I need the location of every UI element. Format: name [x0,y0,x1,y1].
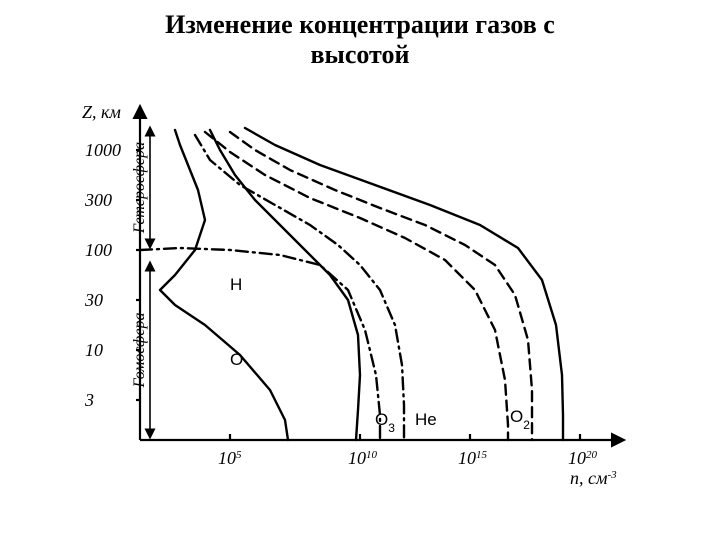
title-line-1: Изменение концентрации газов с [165,10,555,39]
curve-label: O3 [375,410,395,435]
y-tick-label: 100 [85,240,112,260]
y-tick-label: 3 [84,390,94,410]
curve-label: He [415,410,437,429]
y-tick-label: 300 [84,190,112,210]
x-tick-label: 105 [218,448,242,468]
concentration-chart: Z, км 1000 300 100 30 10 3 105 1010 1015 1020n, см… [80,90,640,510]
curve-label: O [230,350,243,369]
curve-total [245,128,563,440]
curve-O2-dash [230,132,532,440]
page-title: Изменение концентрации газов с высотой [0,0,720,70]
curve-label: H [230,275,242,294]
y-axis-label: Z, км [82,102,121,122]
title-line-2: высотой [311,40,410,69]
x-axis-label: n, см-3 [570,468,617,488]
x-tick-label: 1020 [568,448,598,468]
x-tick-label: 1010 [348,448,378,468]
curve-label: O2 [510,407,530,432]
y-tick-label: 30 [84,290,103,310]
curve-H [160,130,288,440]
y-tick-label: 10 [85,340,103,360]
region-label: Гетеросфера [131,142,148,234]
x-tick-label: 1015 [458,448,488,468]
curve-O3 [140,248,380,440]
region-label: Гомосфера [131,312,148,388]
y-tick-label: 1000 [85,140,121,160]
curve-He [195,135,404,440]
